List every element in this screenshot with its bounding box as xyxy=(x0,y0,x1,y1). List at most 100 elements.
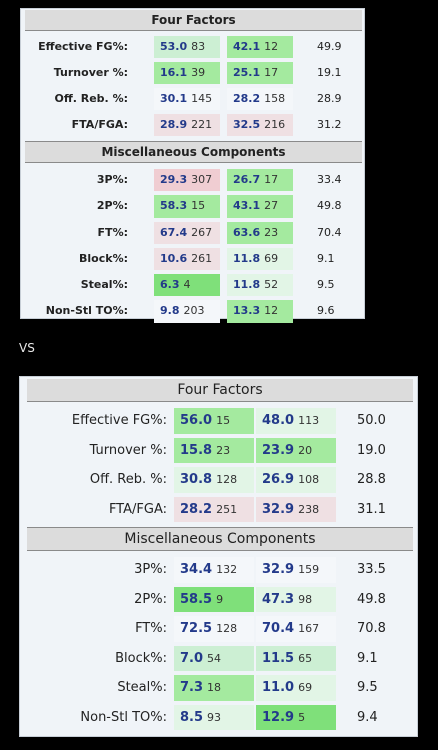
stat-label: FTA/FGA: xyxy=(108,501,167,517)
misc-components-rows: 3P%: 34.4 132 32.9 159 33.5 2P%: 58.5 9 47.3 98 49.… xyxy=(27,555,413,732)
team-a-cell: 9.8 203 xyxy=(154,300,220,323)
stat-row: FTA/FGA: 28.9 221 32.5 216 31.2 xyxy=(25,112,362,138)
team-b-cell: 13.3 12 xyxy=(227,300,293,323)
team-b-value: 11.0 xyxy=(262,680,295,695)
stat-label: 2P%: xyxy=(134,591,167,607)
stat-row: 2P%: 58.3 15 43.1 27 49.8 xyxy=(25,193,362,219)
team-b-cell: 26.9 108 xyxy=(256,467,336,493)
four-factors-header: Four Factors xyxy=(25,10,362,31)
team-a-cell: 15.8 23 xyxy=(174,437,254,463)
team-b-value: 11.8 xyxy=(233,251,261,265)
team-b-value: 26.7 xyxy=(233,173,261,186)
team-b-cell: 32.9 159 xyxy=(256,557,336,583)
league-average: 49.9 xyxy=(317,40,342,53)
stat-label: FT%: xyxy=(97,225,128,239)
stat-label: Off. Reb. %: xyxy=(89,472,167,487)
team-b-cell: 28.2 158 xyxy=(227,88,293,110)
stat-label: FT%: xyxy=(135,621,167,636)
team-b-cell: 63.6 23 xyxy=(227,221,293,244)
stat-label: Turnover %: xyxy=(53,66,128,79)
team-b-value: 70.4 xyxy=(262,621,295,636)
stat-label: FTA/FGA: xyxy=(71,118,128,131)
stat-label: Steal%: xyxy=(80,278,128,292)
team-b-cell: 25.1 17 xyxy=(227,62,293,84)
team-b-rank: 12 xyxy=(264,40,279,53)
league-average: 9.4 xyxy=(357,709,378,725)
stat-label: Steal%: xyxy=(117,680,167,695)
team-a-rank: 9 xyxy=(216,592,224,606)
team-a-rank: 261 xyxy=(191,251,213,265)
team-a-rank: 267 xyxy=(191,225,213,239)
team-b-rank: 108 xyxy=(298,473,320,486)
team-b-cell: 12.9 5 xyxy=(256,704,336,730)
stat-row: Block%: 7.0 54 11.5 65 9.1 xyxy=(27,644,413,674)
team-b-value: 48.0 xyxy=(262,413,295,428)
team-a-value: 8.5 xyxy=(180,709,204,725)
vs-label: VS xyxy=(19,341,35,355)
team-b-value: 23.9 xyxy=(262,442,295,458)
team-a-cell: 58.5 9 xyxy=(174,586,254,612)
team-a-cell: 67.4 267 xyxy=(154,221,220,244)
team-a-value: 53.0 xyxy=(160,40,188,53)
league-average: 28.9 xyxy=(317,92,342,105)
team-b-rank: 69 xyxy=(298,681,313,694)
team-a-rank: 93 xyxy=(207,710,222,724)
team-b-value: 28.2 xyxy=(233,92,261,105)
team-a-rank: 83 xyxy=(191,40,206,53)
misc-components-header: Miscellaneous Components xyxy=(27,527,413,551)
stat-label: 2P%: xyxy=(96,199,128,213)
team-b-value: 25.1 xyxy=(233,66,261,79)
team-a-cell: 30.1 145 xyxy=(154,88,220,110)
team-b-cell: 26.7 17 xyxy=(227,169,293,192)
league-average: 9.6 xyxy=(317,304,335,318)
stat-label: Effective FG%: xyxy=(38,40,128,53)
team-b-value: 47.3 xyxy=(262,591,295,607)
team-b-rank: 113 xyxy=(298,414,320,427)
stat-row: 2P%: 58.5 9 47.3 98 49.8 xyxy=(27,585,413,615)
misc-components-rows: 3P%: 29.3 307 26.7 17 33.4 2P%: 58.3 15 43.1 27 49.… xyxy=(25,167,362,325)
misc-components-header: Miscellaneous Components xyxy=(25,141,362,163)
league-average: 9.5 xyxy=(317,278,335,292)
league-average: 9.1 xyxy=(317,251,335,265)
team-a-cell: 16.1 39 xyxy=(154,62,220,84)
team-a-rank: 15 xyxy=(216,414,231,427)
team-a-cell: 56.0 15 xyxy=(174,408,254,434)
team-b-rank: 159 xyxy=(298,563,320,576)
team-b-cell: 42.1 12 xyxy=(227,36,293,58)
league-average: 19.1 xyxy=(317,66,342,79)
team-a-cell: 34.4 132 xyxy=(174,557,254,583)
team-a-rank: 221 xyxy=(191,118,213,131)
team-a-value: 72.5 xyxy=(180,621,213,636)
league-average: 33.5 xyxy=(357,562,386,577)
team-b-cell: 32.9 238 xyxy=(256,496,336,522)
team-a-cell: 10.6 261 xyxy=(154,247,220,271)
league-average: 31.2 xyxy=(317,118,342,131)
team-a-rank: 4 xyxy=(183,278,191,292)
league-average: 50.0 xyxy=(357,413,386,428)
team-a-value: 30.1 xyxy=(160,92,188,105)
team-a-value: 15.8 xyxy=(180,442,213,458)
team-a-rank: 145 xyxy=(191,92,213,105)
stat-row: Steal%: 7.3 18 11.0 69 9.5 xyxy=(27,673,413,703)
team-b-rank: 69 xyxy=(264,251,279,265)
stat-label: Non-Stl TO%: xyxy=(45,304,128,318)
team-a-rank: 128 xyxy=(216,473,238,486)
team-a-cell: 28.2 251 xyxy=(174,496,254,522)
league-average: 49.8 xyxy=(317,199,342,213)
team-b-value: 63.6 xyxy=(233,225,261,239)
team-b-value: 32.9 xyxy=(262,562,295,577)
team-b-value: 32.5 xyxy=(233,118,261,131)
team-a-cell: 6.3 4 xyxy=(154,274,220,297)
team-a-rank: 39 xyxy=(191,66,206,79)
team-b-value: 43.1 xyxy=(233,199,261,213)
four-factors-header: Four Factors xyxy=(27,379,413,402)
stats-panel-1: Four Factors Effective FG%: 53.0 83 42.1 12 4… xyxy=(20,8,365,323)
stat-row: Off. Reb. %: 30.8 128 26.9 108 28.8 xyxy=(27,465,413,495)
team-b-cell: 43.1 27 xyxy=(227,195,293,218)
team-a-cell: 30.8 128 xyxy=(174,467,254,493)
league-average: 19.0 xyxy=(357,442,386,458)
team-b-rank: 167 xyxy=(298,622,320,635)
team-b-cell: 11.5 65 xyxy=(256,645,336,671)
stat-row: Turnover %: 16.1 39 25.1 17 19.1 xyxy=(25,60,362,86)
stat-label: Effective FG%: xyxy=(71,413,167,428)
